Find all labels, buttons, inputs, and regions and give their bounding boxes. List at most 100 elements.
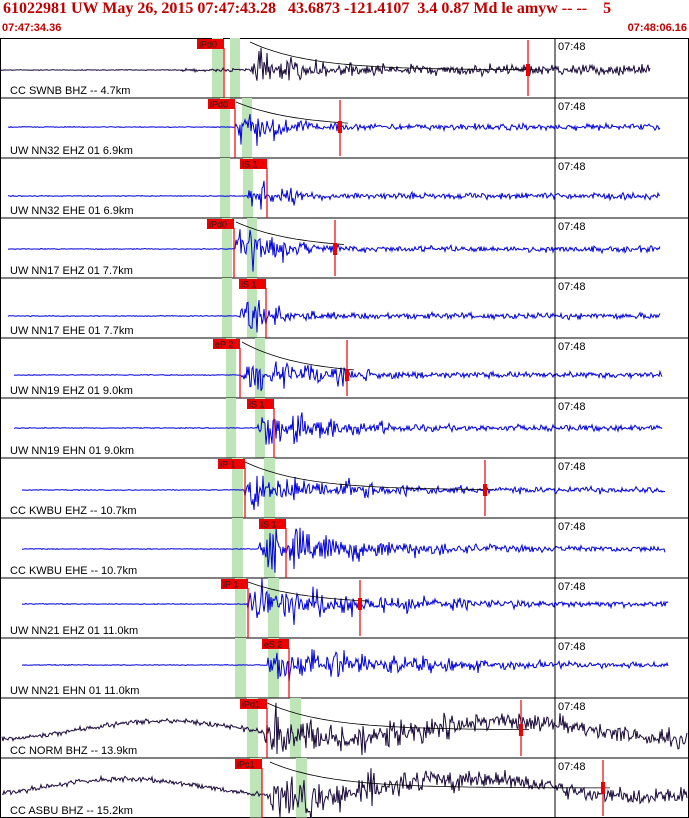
phase-pick-label: iPd0 bbox=[210, 100, 228, 110]
time-tick-label: 07:48 bbox=[558, 521, 586, 533]
pick-window-band bbox=[235, 578, 246, 638]
phase-pick-label: iPd1 bbox=[242, 700, 260, 710]
amplitude-marker-tick bbox=[333, 243, 337, 255]
window-start-time: 07:47:34.36 bbox=[2, 22, 62, 34]
trace-row[interactable]: 07:48 iS 1 UW NN32 EHE 01 6.9km bbox=[0, 158, 689, 219]
pick-window-band bbox=[268, 578, 279, 638]
phase-pick-label: iS 1 bbox=[261, 520, 277, 530]
pick-window-band bbox=[222, 278, 232, 338]
phase-pick-tag[interactable] bbox=[207, 219, 234, 229]
station-label: UW NN32 EHZ 01 6.9km bbox=[10, 145, 133, 157]
phase-pick-label: iS 1 bbox=[249, 400, 265, 410]
station-label: UW NN19 EHN 01 9.0km bbox=[10, 445, 134, 457]
phase-pick-label: eS 2 bbox=[264, 640, 283, 650]
pick-window-band bbox=[220, 158, 230, 218]
amplitude-marker-tick bbox=[483, 484, 487, 496]
pick-window-band bbox=[242, 98, 252, 158]
pick-window-band bbox=[230, 38, 240, 98]
pick-window-band bbox=[235, 638, 246, 698]
amplitude-fit-curve bbox=[235, 101, 349, 124]
time-tick-label: 07:48 bbox=[558, 281, 586, 293]
waveform bbox=[7, 113, 661, 146]
amplitude-fit-curve bbox=[269, 761, 610, 789]
trace-row[interactable]: 07:48 iS 1 UW NN17 EHE 01 7.7km bbox=[0, 278, 689, 339]
trace-row[interactable]: 07:48 iPd0 UW NN32 EHZ 01 6.9km bbox=[0, 98, 689, 159]
trace-row[interactable]: 07:48 eS 2 UW NN21 EHN 01 11.0km bbox=[0, 638, 689, 699]
amplitude-fit-curve bbox=[249, 41, 538, 71]
time-tick-label: 07:48 bbox=[558, 701, 586, 713]
time-tick-label: 07:48 bbox=[558, 341, 586, 353]
trace-row[interactable]: 07:48 iPd0 CC SWNB BHZ -- 4.7km bbox=[0, 38, 689, 99]
phase-pick-label: iPc1 bbox=[237, 760, 255, 770]
amplitude-fit-curve bbox=[235, 221, 345, 245]
phase-pick-tag[interactable] bbox=[259, 519, 286, 529]
amplitude-fit-curve bbox=[244, 461, 494, 490]
window-end-time: 07:48:06.16 bbox=[627, 22, 687, 34]
station-label: UW NN21 EHN 01 11.0km bbox=[10, 685, 139, 697]
trace-row[interactable]: 07:48 iP 1 UW NN21 EHZ 01 11.0km bbox=[0, 578, 689, 639]
pick-window-band bbox=[255, 398, 265, 458]
station-label: CC KWBU EHZ -- 10.7km bbox=[10, 505, 137, 517]
phase-pick-tag[interactable] bbox=[197, 39, 224, 49]
waveform bbox=[21, 649, 669, 683]
waveform bbox=[7, 180, 661, 210]
pick-window-band bbox=[268, 638, 279, 698]
event-header: 61022981 UW May 26, 2015 07:47:43.28 43.… bbox=[0, 0, 689, 38]
time-tick-label: 07:48 bbox=[558, 581, 586, 593]
station-label: UW NN21 EHZ 01 11.0km bbox=[10, 625, 138, 637]
pick-window-band bbox=[247, 698, 258, 758]
station-label: UW NN32 EHE 01 6.9km bbox=[10, 205, 133, 217]
phase-pick-tag[interactable] bbox=[235, 759, 262, 769]
trace-row[interactable]: 07:48 eP 2 UW NN19 EHZ 01 9.0km bbox=[0, 338, 689, 399]
event-title: 61022981 UW May 26, 2015 07:47:43.28 43.… bbox=[3, 0, 612, 17]
station-label: UW NN19 EHZ 01 9.0km bbox=[10, 385, 133, 397]
phase-pick-tag[interactable] bbox=[208, 99, 235, 109]
trace-row[interactable]: 07:48 iS 1 CC KWBU EHE -- 10.7km bbox=[0, 518, 689, 579]
pick-window-band bbox=[250, 758, 262, 818]
waveform bbox=[7, 299, 661, 333]
phase-pick-tag[interactable] bbox=[240, 699, 267, 709]
trace-row[interactable]: 07:48 iPd0 UW NN17 EHZ 01 7.7km bbox=[0, 218, 689, 279]
waveform bbox=[0, 47, 651, 81]
phase-pick-label: eP 2 bbox=[215, 340, 233, 350]
phase-pick-tag[interactable] bbox=[247, 399, 274, 409]
time-tick-label: 07:48 bbox=[558, 641, 586, 653]
pick-window-band bbox=[232, 458, 243, 518]
phase-pick-label: iPd0 bbox=[209, 220, 227, 230]
time-tick-label: 07:48 bbox=[558, 401, 586, 413]
amplitude-fit-curve bbox=[241, 341, 355, 371]
station-label: CC NORM BHZ -- 13.9km bbox=[10, 745, 137, 757]
pick-window-band bbox=[290, 698, 301, 758]
pick-window-band bbox=[247, 278, 257, 338]
amplitude-marker-tick bbox=[338, 121, 342, 133]
phase-pick-tag[interactable] bbox=[262, 639, 289, 649]
phase-pick-tag[interactable] bbox=[218, 459, 245, 469]
station-label: UW NN17 EHZ 01 7.7km bbox=[10, 265, 133, 277]
amplitude-marker-tick bbox=[601, 782, 605, 794]
waveform bbox=[13, 412, 663, 445]
time-tick-label: 07:48 bbox=[558, 761, 586, 773]
pick-window-band bbox=[243, 158, 253, 218]
amplitude-fit-curve bbox=[247, 581, 369, 602]
time-tick-label: 07:48 bbox=[558, 461, 586, 473]
amplitude-marker-tick bbox=[519, 724, 523, 736]
station-label: CC ASBU BHZ -- 15.2km bbox=[10, 805, 133, 817]
trace-row[interactable]: 07:48 iPc1 CC ASBU BHZ -- 15.2km bbox=[0, 758, 689, 818]
phase-pick-tag[interactable] bbox=[240, 159, 267, 169]
phase-pick-tag[interactable] bbox=[239, 279, 266, 289]
phase-pick-label: iP 1 bbox=[220, 460, 235, 470]
phase-pick-label: iS 1 bbox=[241, 280, 257, 290]
phase-pick-tag[interactable] bbox=[221, 579, 248, 589]
pick-window-band bbox=[220, 98, 230, 158]
amplitude-marker-tick bbox=[526, 64, 530, 76]
phase-pick-tag[interactable] bbox=[213, 339, 240, 349]
trace-row[interactable]: 07:48 iPd1 CC NORM BHZ -- 13.9km bbox=[0, 698, 689, 759]
pick-window-band bbox=[232, 518, 243, 578]
time-tick-label: 07:48 bbox=[558, 161, 586, 173]
waveform bbox=[21, 578, 669, 626]
trace-row[interactable]: 07:48 iS 1 UW NN19 EHN 01 9.0km bbox=[0, 398, 689, 459]
pick-window-band bbox=[222, 218, 232, 278]
trace-row[interactable]: 07:48 iP 1 CC KWBU EHZ -- 10.7km bbox=[0, 458, 689, 519]
phase-pick-label: iP 1 bbox=[223, 580, 238, 590]
